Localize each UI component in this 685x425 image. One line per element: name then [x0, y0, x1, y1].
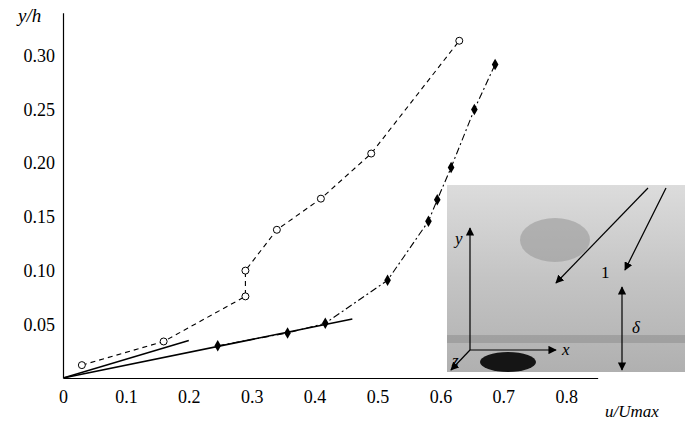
- tick-label: 0.6: [430, 387, 453, 407]
- tick: 0.2: [178, 378, 201, 407]
- tick: 0.20: [24, 153, 64, 173]
- inset-arrow: [625, 188, 666, 270]
- tick: 0: [59, 378, 68, 407]
- tick: 0.3: [241, 378, 264, 407]
- tick: 0.8: [555, 378, 578, 407]
- y-axis: 0.05 0.10 0.15 0.20 0.25 0.30: [24, 13, 64, 378]
- series-line: [218, 64, 495, 345]
- x-axis: 0 0.1 0.2 0.3 0.4 0.5 0.6 0.7 0.8: [59, 378, 598, 407]
- axis-line: [63, 13, 64, 378]
- annotation: y: [453, 229, 463, 248]
- tick-label: 0.05: [24, 315, 56, 335]
- data-point: [425, 215, 432, 226]
- data-point: [456, 37, 463, 44]
- tick: 0.7: [493, 378, 516, 407]
- tick-label: 0.5: [367, 387, 390, 407]
- tick: 0.30: [24, 46, 64, 66]
- inset-arrow: [469, 228, 470, 350]
- tick: 0.15: [24, 207, 64, 227]
- x-axis-title: u/Umax: [605, 402, 659, 421]
- series-line: [82, 41, 459, 365]
- data-point: [273, 226, 280, 233]
- tick: 0.5: [367, 378, 390, 407]
- tick: 0.1: [115, 378, 137, 407]
- series-line: [63, 319, 352, 378]
- tick-label: 0.30: [24, 46, 56, 66]
- tick-label: 0.8: [555, 387, 578, 407]
- tick-label: 0.20: [24, 153, 56, 173]
- data-point: [384, 275, 391, 286]
- annotation: 1: [601, 263, 610, 282]
- inset-arrow: [451, 350, 470, 370]
- data-point: [368, 150, 375, 157]
- annotation: δ: [632, 318, 641, 337]
- series-line: [63, 340, 189, 378]
- tick-label: 0.3: [241, 387, 264, 407]
- data-point: [160, 338, 167, 345]
- tick: 0.25: [24, 100, 64, 120]
- inset: [447, 185, 685, 372]
- plot-area: [63, 37, 498, 378]
- data-point: [434, 194, 441, 205]
- inset-arrow: [621, 287, 622, 370]
- tick: 0.6: [430, 378, 453, 407]
- data-point: [78, 362, 85, 369]
- data-point: [242, 293, 249, 300]
- inset-arrow: [470, 349, 556, 350]
- tick-label: 0.25: [24, 100, 56, 120]
- inset-body: [480, 352, 536, 372]
- annotation: z: [451, 351, 459, 370]
- tick-label: 0.10: [24, 261, 56, 281]
- tick-label: 0.1: [115, 387, 137, 407]
- tick-label: 0.15: [24, 207, 56, 227]
- data-point: [242, 267, 249, 274]
- data-point: [471, 104, 478, 115]
- data-point: [448, 162, 455, 173]
- tick-label: 0: [59, 387, 68, 407]
- annotation: x: [561, 340, 570, 359]
- axis-line: [64, 378, 599, 379]
- tick: 0.4: [304, 378, 327, 407]
- tick-label: 0.2: [178, 387, 201, 407]
- inset-image: [447, 185, 685, 372]
- y-axis-title: y/h: [16, 5, 41, 26]
- tick-label: 0.7: [493, 387, 516, 407]
- data-point: [492, 59, 499, 70]
- data-point: [317, 195, 324, 202]
- tick: 0.05: [24, 315, 64, 335]
- chart: yxz1δ00.10.20.30.40.50.60.70.80.050.100.…: [0, 0, 685, 425]
- inset-vortex: [520, 218, 590, 262]
- tick-label: 0.4: [304, 387, 327, 407]
- inset-arrow: [556, 188, 648, 283]
- tick: 0.10: [24, 261, 64, 281]
